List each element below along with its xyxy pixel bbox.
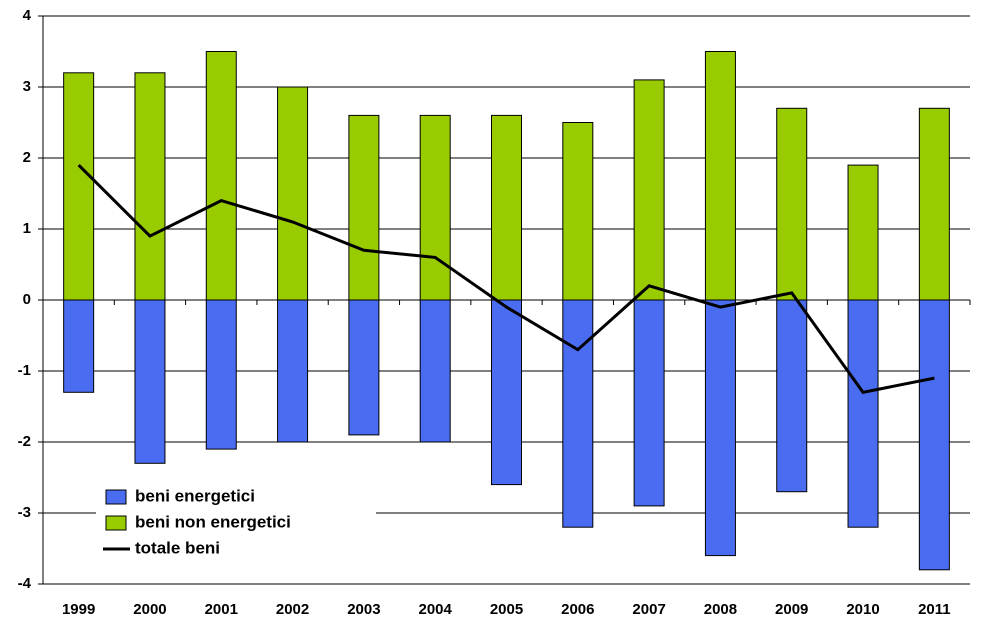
x-tick-label: 2003	[347, 601, 380, 618]
legend-box	[96, 483, 376, 573]
y-tick-label: 1	[23, 220, 31, 237]
bar	[63, 299, 95, 393]
bar	[918, 107, 950, 301]
y-tick-label: -4	[18, 575, 32, 592]
bar	[134, 72, 166, 301]
bar	[704, 51, 736, 301]
bar	[847, 299, 879, 528]
bar	[847, 164, 879, 301]
bar	[776, 299, 808, 493]
bar	[348, 299, 380, 436]
bar	[491, 114, 522, 301]
x-tick-label: 2007	[632, 601, 665, 618]
x-tick-label: 1999	[62, 601, 95, 618]
bar	[277, 299, 309, 443]
legend-label: beni energetici	[135, 486, 255, 505]
x-tick-label: 2011	[918, 601, 951, 618]
y-tick-label: 0	[23, 291, 31, 308]
legend-label: beni non energetici	[135, 512, 291, 531]
line	[77, 164, 935, 394]
legend-label: totale beni	[135, 538, 220, 557]
bar	[205, 299, 237, 450]
bar	[562, 299, 594, 528]
x-tick-label: 2002	[276, 601, 309, 618]
bar	[562, 122, 594, 301]
bar	[633, 79, 665, 301]
bar	[704, 299, 736, 557]
bar	[205, 51, 237, 301]
bar	[419, 114, 451, 301]
bar	[776, 107, 808, 301]
legend-swatch	[105, 515, 127, 531]
legend-swatch	[105, 489, 127, 505]
x-tick-label: 2005	[490, 601, 523, 618]
bar	[134, 299, 166, 464]
bar	[419, 299, 451, 443]
y-tick-label: 4	[23, 7, 32, 24]
x-tick-label: 2006	[561, 601, 594, 618]
bar	[491, 299, 522, 486]
x-tick-label: 2000	[133, 601, 166, 618]
x-tick-label: 2001	[205, 601, 238, 618]
bar	[348, 114, 380, 301]
x-tick-label: 2004	[419, 601, 453, 618]
y-tick-label: -3	[18, 504, 31, 521]
bar	[633, 299, 665, 507]
y-tick-label: 2	[23, 149, 31, 166]
y-tick-label: -1	[18, 362, 31, 379]
x-tick-label: 2008	[704, 601, 737, 618]
bar	[277, 86, 309, 301]
bar	[63, 72, 95, 301]
y-tick-label: -2	[18, 433, 31, 450]
bar	[918, 299, 950, 571]
y-tick-label: 3	[23, 78, 31, 95]
x-tick-label: 2010	[846, 601, 879, 618]
x-tick-label: 2009	[775, 601, 808, 618]
